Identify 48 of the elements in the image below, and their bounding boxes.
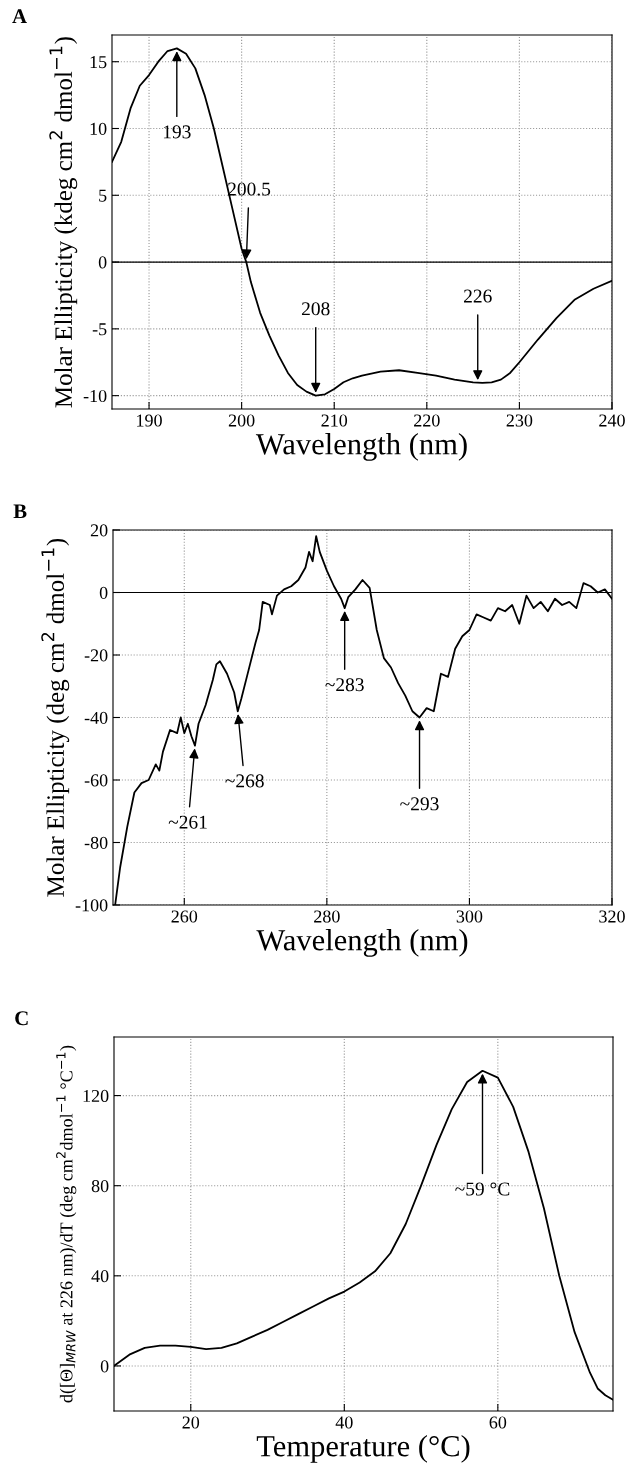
annotation: ~293 — [400, 797, 439, 811]
x-tick-label: 260 — [171, 910, 198, 923]
y-tick-label: -10 — [83, 389, 107, 403]
x-axis-title: Wavelength (nm) — [256, 929, 468, 957]
x-axis-title: Wavelength (nm) — [255, 433, 467, 461]
y-tick-label: -100 — [75, 899, 108, 912]
chart-title: A — [12, 9, 27, 24]
y-tick-label: 0 — [100, 1360, 109, 1373]
x-tick-label: 240 — [599, 414, 625, 427]
y-tick-label: 15 — [90, 56, 107, 69]
y-tick-label: -20 — [84, 649, 108, 662]
y-tick-label: 5 — [99, 189, 107, 202]
y-tick-label: -5 — [92, 323, 107, 336]
x-tick-label: 60 — [489, 1416, 507, 1429]
x-tick-label: 210 — [321, 414, 348, 427]
y-tick-label: 120 — [83, 1089, 109, 1103]
x-tick-label: 280 — [314, 910, 340, 923]
y-tick-label: 0 — [99, 586, 108, 599]
y-tick-label: 10 — [90, 122, 107, 135]
annotation: 193 — [163, 125, 191, 139]
x-tick-label: 20 — [182, 1416, 200, 1429]
y-tick-label: 0 — [98, 256, 107, 269]
y-tick-label: 20 — [90, 524, 108, 537]
chart-title: C — [15, 1011, 28, 1026]
annotation: 200.5 — [228, 182, 271, 196]
y-tick-label: -40 — [84, 711, 108, 724]
text: d([Θ]$_{MRW}$ at 226 nm)/dT (deg cm$^{2}$dmol$^{−1}$ °C$^{−1}$) — [56, 1045, 77, 1403]
y-tick-label: 40 — [91, 1270, 109, 1283]
y-tick-label: 80 — [91, 1179, 109, 1193]
x-tick-label: 40 — [335, 1416, 353, 1429]
x-tick-label: 230 — [506, 414, 533, 427]
y-tick-label: -80 — [84, 836, 108, 849]
annotation: ~59 °C — [455, 1182, 510, 1196]
x-axis-title: Temperature (°C) — [256, 1435, 470, 1463]
x-tick-label: 320 — [599, 910, 625, 923]
y-tick-label: -60 — [84, 774, 108, 787]
annotation: 208 — [301, 302, 330, 316]
x-tick-label: 190 — [137, 414, 162, 427]
x-tick-label: 200 — [228, 414, 255, 427]
annotation: 226 — [464, 289, 492, 303]
chart-title: B — [13, 504, 27, 519]
x-tick-label: 220 — [414, 414, 440, 427]
y-axis-title: Molar Ellipticity (kdeg cm$^{2}$ dmol$^{−1}$) — [49, 37, 78, 408]
annotation: ~268 — [225, 774, 264, 788]
annotation: ~261 — [168, 815, 207, 829]
x-tick-label: 300 — [456, 910, 483, 923]
y-axis-title: Molar Ellipticity (deg cm$^{2}$ dmol$^{−1}$) — [41, 538, 70, 897]
annotation: ~283 — [325, 678, 364, 692]
